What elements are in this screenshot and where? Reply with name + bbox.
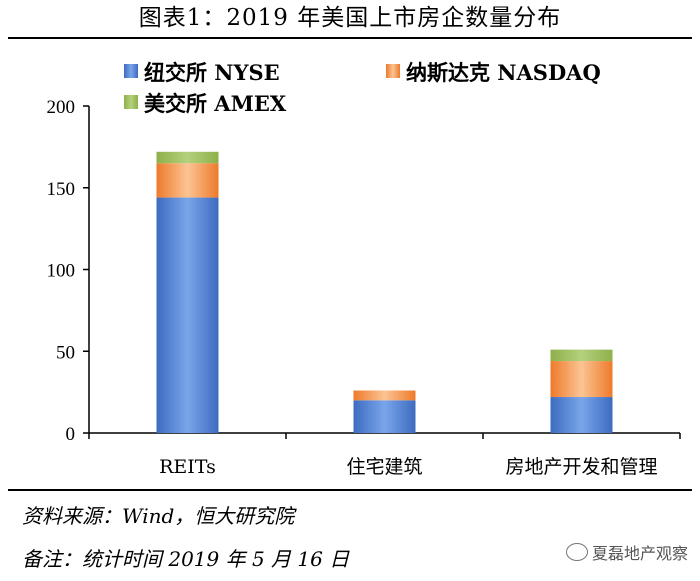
x-category-label: 房地产开发和管理 — [505, 456, 657, 478]
x-category-label: REITs — [159, 456, 216, 478]
bar-segment-nasdaq — [550, 361, 613, 398]
legend-swatch-nyse — [124, 64, 138, 78]
legend-label-amex: 美交所 AMEX — [144, 91, 287, 116]
chart-title: 图表1：2019 年美国上市房企数量分布 — [138, 5, 562, 31]
bars — [156, 151, 613, 433]
legend-label-nasdaq: 纳斯达克 NASDAQ — [406, 60, 601, 85]
legend-label-nyse: 纽交所 NYSE — [144, 60, 280, 85]
bar-segment-nasdaq — [156, 163, 219, 198]
wechat-icon — [565, 543, 588, 561]
legend: 纽交所 NYSE 纳斯达克 NASDAQ 美交所 AMEX — [124, 60, 601, 116]
y-tick-label: 100 — [47, 261, 76, 282]
y-axis-ticks: 0 50 100 150 200 — [47, 97, 89, 445]
footer-rule — [8, 489, 692, 491]
category-labels: REITs 住宅建筑 房地产开发和管理 — [159, 456, 657, 478]
bar-segment-nasdaq — [353, 390, 416, 401]
watermark: 夏磊地产观察 — [565, 540, 688, 564]
y-tick-label: 150 — [47, 179, 76, 200]
bar-segment-amex — [156, 151, 219, 164]
title-rule — [8, 37, 692, 39]
bar-segment-amex — [550, 349, 613, 362]
x-axis-ticks — [88, 433, 681, 439]
bar-segment-nyse — [156, 197, 219, 433]
y-tick-label: 0 — [66, 424, 76, 445]
bar-segment-nyse — [550, 397, 613, 433]
y-tick-label: 200 — [47, 97, 76, 118]
legend-swatch-nasdaq — [386, 64, 400, 78]
watermark-text: 夏磊地产观察 — [591, 544, 688, 563]
remark-note: 备注：统计时间 2019 年 5 月 16 日 — [22, 547, 350, 571]
bar-segment-nyse — [353, 400, 416, 433]
source-note: 资料来源：Wind，恒大研究院 — [22, 504, 295, 528]
stacked-bar-chart: 纽交所 NYSE 纳斯达克 NASDAQ 美交所 AMEX 0 50 100 150 2… — [47, 60, 681, 478]
legend-swatch-amex — [124, 95, 138, 109]
y-tick-label: 50 — [56, 342, 75, 363]
x-category-label: 住宅建筑 — [346, 456, 422, 478]
